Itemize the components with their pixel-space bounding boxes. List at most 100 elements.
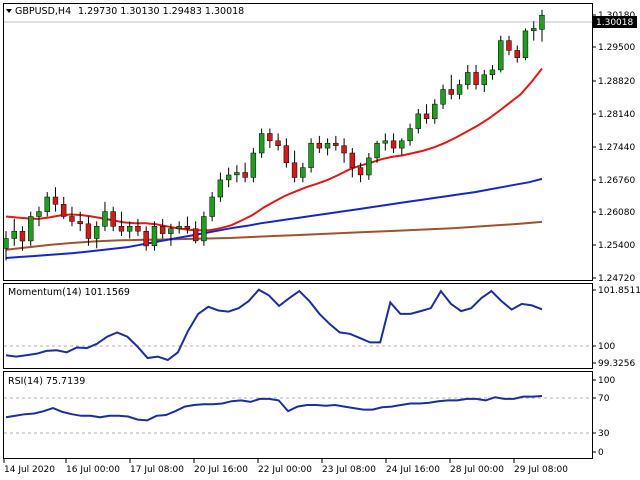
candle-bull (324, 142, 331, 149)
momentum-tick-label: 100 (598, 342, 615, 352)
ma-slow-group (5, 220, 543, 251)
candle-bull (3, 238, 9, 249)
candle-bear (267, 133, 273, 142)
candle-bear (283, 145, 290, 164)
candle-bull (11, 230, 17, 239)
candle-bull (102, 211, 108, 227)
rsi-label: RSI(14) 75.7139 (8, 376, 85, 387)
candle-bear (291, 162, 298, 178)
candle-bear (118, 226, 125, 232)
candle-bull (151, 226, 158, 247)
candle-bull (209, 196, 215, 217)
momentum-tick-label: 101.8511 (598, 286, 640, 296)
candle-bear (143, 230, 149, 247)
candle-bull (407, 128, 413, 142)
price-tick-label: 1.26760 (598, 176, 635, 186)
current-price-tag-text: 1.30018 (596, 18, 633, 28)
candle-bull (176, 226, 182, 229)
candle-bull (300, 167, 306, 178)
ohlc-readout: 1.29730 1.30130 1.29483 1.30018 (78, 6, 244, 17)
candle-bear (333, 142, 339, 146)
ma-mid-line (5, 177, 543, 259)
rsi-pane[interactable] (3, 371, 593, 459)
candle-bear (69, 216, 75, 222)
candle-bear (514, 50, 520, 58)
candle-bull (481, 74, 487, 85)
candle-bear (423, 113, 430, 120)
ma-mid-group (5, 177, 543, 259)
candle-bull (93, 226, 100, 239)
candle-bull (415, 113, 421, 129)
candle-bear (159, 226, 166, 234)
candle-bull (250, 152, 257, 178)
time-tick-label: 22 Jul 00:00 (258, 465, 312, 475)
rsi-tick-label: 70 (598, 394, 610, 404)
candle-bull (539, 14, 545, 30)
candle-bull (44, 196, 50, 212)
candle-bull (531, 28, 537, 32)
rsi-group (5, 395, 543, 422)
momentum-tick-label: 99.3256 (598, 359, 635, 369)
time-tick-label: 23 Jul 08:00 (322, 465, 376, 475)
candle-bull (489, 69, 496, 76)
triangle-down-icon[interactable] (6, 9, 12, 13)
candles-group (3, 9, 545, 261)
candle-bull (217, 179, 224, 198)
momentum-group (5, 288, 543, 362)
time-tick-label: 20 Jul 16:00 (194, 465, 248, 475)
price-tick-label: 1.24720 (598, 274, 635, 284)
price-pane[interactable] (3, 3, 593, 281)
candle-bull (456, 84, 463, 95)
candle-bear (341, 145, 347, 154)
time-tick-label: 28 Jul 00:00 (450, 465, 504, 475)
time-tick-label: 24 Jul 16:00 (386, 465, 440, 475)
candle-bear (19, 230, 26, 242)
candle-bear (184, 226, 191, 229)
candle-bear (448, 89, 454, 95)
candle-bull (308, 142, 314, 168)
candle-bull (201, 216, 207, 242)
candle-bear (275, 140, 281, 146)
candle-bull (374, 142, 380, 159)
candle-bear (357, 167, 364, 176)
candle-bull (432, 103, 438, 120)
candle-bull (36, 211, 42, 217)
candle-bull (522, 30, 529, 59)
candle-bear (135, 226, 141, 232)
candle-bull (234, 172, 240, 176)
rsi-tick-label: 100 (598, 376, 615, 386)
symbol-label: GBPUSD,H4 (15, 6, 71, 17)
candle-bear (390, 140, 397, 149)
candle-bear (60, 204, 67, 217)
ma-fast-line (5, 67, 543, 232)
candle-bull (440, 89, 446, 105)
candle-bull (126, 226, 133, 232)
rsi-line (5, 395, 543, 422)
candle-bull (28, 216, 34, 242)
candle-bear (473, 72, 479, 85)
time-tick-label: 14 Jul 2020 (4, 465, 55, 475)
candle-bear (192, 228, 199, 242)
candle-bear (85, 223, 92, 239)
rsi-tick-label: 30 (598, 429, 610, 439)
momentum-pane[interactable] (3, 283, 593, 369)
candle-bull (168, 228, 174, 234)
price-tick-label: 1.27440 (598, 143, 635, 153)
ma-slow-line (5, 220, 543, 251)
candle-bear (52, 196, 59, 205)
candle-bull (465, 72, 471, 85)
candle-bear (316, 142, 323, 149)
time-tick-label: 17 Jul 08:00 (130, 465, 184, 475)
candle-bull (225, 174, 232, 181)
price-tick-label: 1.28820 (598, 77, 635, 87)
candle-bear (506, 40, 512, 51)
current-price-tag (593, 16, 637, 28)
candle-bull (399, 140, 405, 149)
candle-bear (242, 172, 248, 178)
price-tick-label: 1.28140 (598, 110, 635, 120)
price-tick-label: 1.25400 (598, 241, 635, 251)
ma-fast-group (5, 67, 543, 232)
candle-bear (110, 211, 116, 227)
